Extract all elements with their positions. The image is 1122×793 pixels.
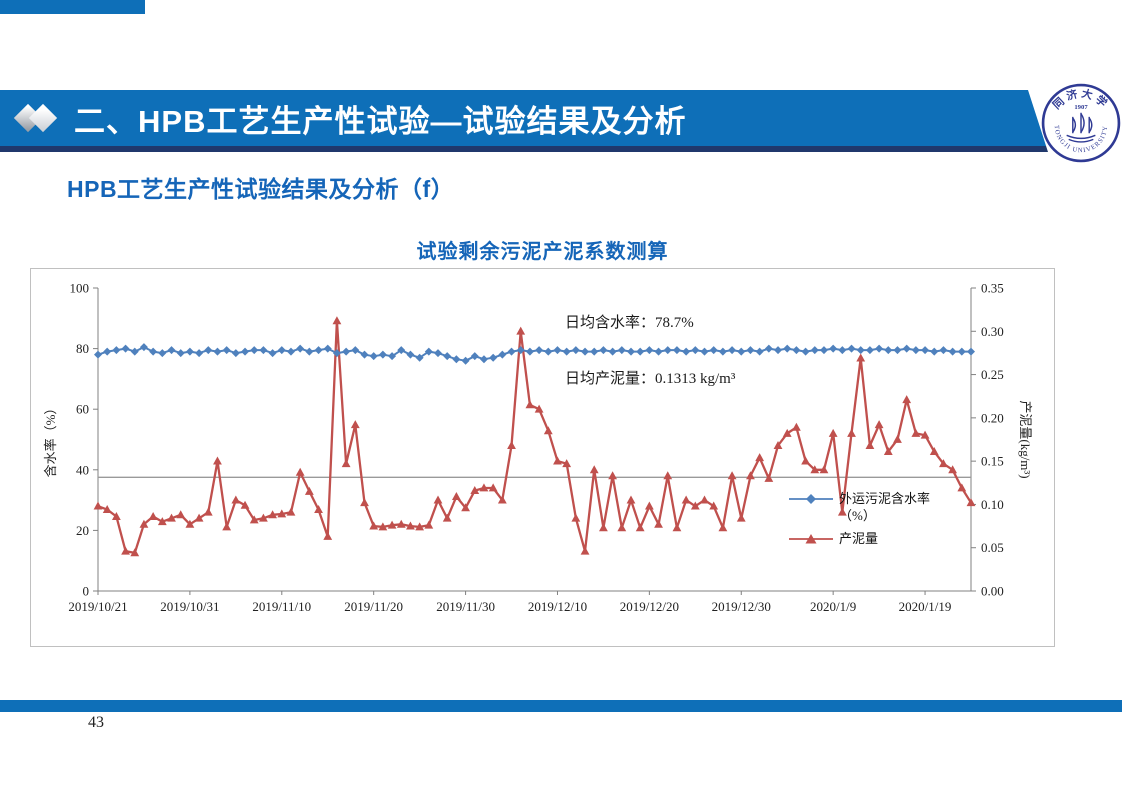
svg-text:产泥量(kg/m³): 产泥量(kg/m³) <box>1018 400 1033 478</box>
header-banner: 二、HPB工艺生产性试验—试验结果及分析 <box>0 90 1048 152</box>
svg-text:2019/11/10: 2019/11/10 <box>252 599 311 614</box>
legend-item-sludge: 产泥量 <box>788 530 930 547</box>
svg-text:0.20: 0.20 <box>981 410 1004 425</box>
svg-text:2019/11/20: 2019/11/20 <box>344 599 403 614</box>
legend-marker-diamond-icon <box>789 494 833 504</box>
svg-text:2019/12/20: 2019/12/20 <box>620 599 679 614</box>
legend-item-moisture: 外运污泥含水率 （%） <box>788 490 930 524</box>
chart-area: 0 20 40 60 80 100 0.00 0.05 0.10 0.15 0.20 0.25 0.30… <box>30 268 1055 647</box>
legend-marker-triangle-icon <box>789 534 833 544</box>
annotation-avg-sludge: 日均产泥量：0.1313 kg/m³ <box>565 371 736 387</box>
chart-title: 试验剩余污泥产泥系数测算 <box>416 241 669 263</box>
svg-text:2020/1/19: 2020/1/19 <box>899 599 952 614</box>
svg-text:0.25: 0.25 <box>981 367 1004 382</box>
legend-label-line2: （%） <box>839 508 876 523</box>
svg-text:40: 40 <box>76 462 89 477</box>
chart-legend: 外运污泥含水率 （%） 产泥量 <box>788 490 930 553</box>
svg-text:100: 100 <box>70 281 90 296</box>
svg-text:0.15: 0.15 <box>981 454 1004 469</box>
svg-text:0.05: 0.05 <box>981 540 1004 555</box>
svg-text:80: 80 <box>76 341 89 356</box>
svg-text:2019/12/10: 2019/12/10 <box>528 599 587 614</box>
seal-ship-icon <box>1066 112 1096 143</box>
svg-text:2019/12/30: 2019/12/30 <box>712 599 771 614</box>
svg-text:2019/10/21: 2019/10/21 <box>68 599 127 614</box>
svg-text:0.30: 0.30 <box>981 324 1004 339</box>
slide-title: 二、HPB工艺生产性试验—试验结果及分析 <box>74 103 687 139</box>
svg-text:0.10: 0.10 <box>981 497 1004 512</box>
top-accent-strip <box>0 0 145 14</box>
svg-text:2020/1/9: 2020/1/9 <box>810 599 856 614</box>
svg-text:0.35: 0.35 <box>981 281 1004 296</box>
seal-year: 1907 <box>1074 104 1088 111</box>
legend-label: 产泥量 <box>839 531 879 546</box>
svg-text:2019/10/31: 2019/10/31 <box>160 599 219 614</box>
svg-text:0.00: 0.00 <box>981 584 1004 599</box>
annotation-avg-moisture: 日均含水率：78.7% <box>565 315 694 331</box>
university-seal-logo: 同济大学 1907 TONGJI UNIVERSITY <box>1041 83 1121 163</box>
legend-label: 外运污泥含水率 <box>839 491 931 506</box>
page-number: 43 <box>88 714 104 731</box>
footer-accent-bar <box>0 700 1122 712</box>
svg-text:2019/11/30: 2019/11/30 <box>436 599 495 614</box>
svg-text:含水率（%）: 含水率（%） <box>43 402 58 478</box>
svg-text:60: 60 <box>76 402 89 417</box>
svg-text:0: 0 <box>83 584 90 599</box>
section-subtitle: HPB工艺生产性试验结果及分析（f） <box>67 176 455 202</box>
svg-text:20: 20 <box>76 523 89 538</box>
diamond-bullet-icon <box>13 103 66 133</box>
